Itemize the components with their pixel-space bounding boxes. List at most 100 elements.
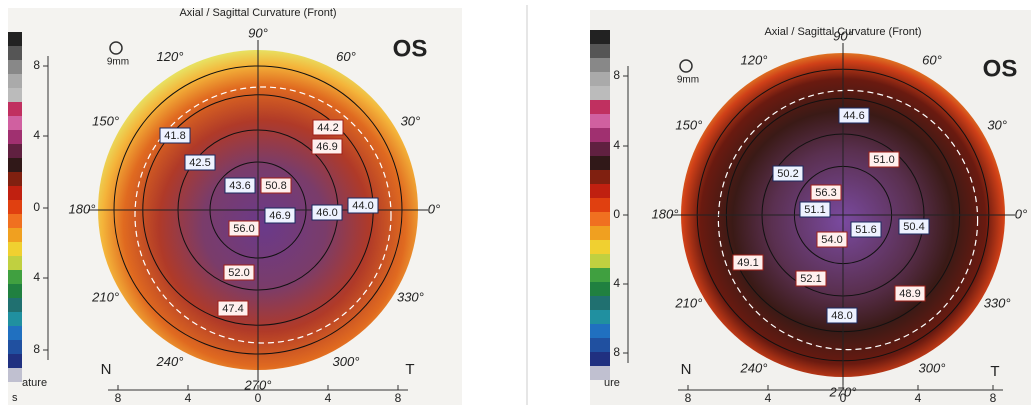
reading-value: 44.6 — [843, 110, 864, 122]
reading-value: 51.1 — [804, 204, 825, 216]
reading-value: 51.0 — [873, 154, 894, 166]
angle-label: 0° — [428, 201, 440, 216]
reading-value: 42.5 — [189, 157, 210, 169]
angle-label: 120° — [157, 49, 184, 64]
angle-label: 0° — [1015, 206, 1027, 221]
color-scale-swatch — [8, 60, 22, 74]
color-scale-swatch — [8, 32, 22, 46]
angle-label: 120° — [741, 52, 768, 67]
y-tick-label: 4 — [33, 128, 40, 142]
color-scale-swatch — [590, 142, 610, 156]
reading-value: 50.4 — [903, 221, 924, 233]
color-scale-swatch — [8, 340, 22, 354]
temporal-label: T — [990, 363, 999, 380]
color-scale-swatch — [590, 128, 610, 142]
color-scale-swatch — [590, 352, 610, 366]
angle-label: 180° — [69, 201, 96, 216]
x-tick-label: 8 — [115, 391, 122, 405]
color-scale-swatch — [590, 184, 610, 198]
map-title: Axial / Sagittal Curvature (Front) — [179, 7, 336, 19]
color-scale-swatch — [8, 228, 22, 242]
x-tick-label: 4 — [185, 391, 192, 405]
y-tick-label: 8 — [33, 58, 40, 72]
x-tick-label: 8 — [685, 391, 692, 405]
color-scale-swatch — [590, 282, 610, 296]
eye-label: OS — [393, 35, 428, 62]
reading-value: 41.8 — [164, 130, 185, 142]
color-scale-swatch — [8, 172, 22, 186]
color-scale-swatch — [590, 324, 610, 338]
angle-label: 210° — [91, 289, 119, 304]
color-scale-swatch — [590, 30, 610, 44]
reading-value: 44.0 — [352, 200, 373, 212]
angle-label: 150° — [675, 117, 702, 132]
angle-label: 30° — [401, 113, 421, 128]
color-scale-swatch — [590, 170, 610, 184]
color-scale-swatch — [8, 368, 22, 382]
color-scale-swatch — [8, 158, 22, 172]
reading-value: 54.0 — [821, 234, 842, 246]
y-tick-label: 4 — [33, 270, 40, 284]
reading-value: 49.1 — [737, 257, 758, 269]
color-scale-swatch — [8, 298, 22, 312]
y-tick-label: 8 — [33, 342, 40, 356]
color-scale-swatch — [590, 310, 610, 324]
screenshot: 90°60°30°0°330°300°270°240°210°180°150°1… — [0, 0, 1031, 405]
angle-label: 180° — [652, 206, 679, 221]
reading-value: 50.2 — [777, 168, 798, 180]
color-scale-swatch — [590, 226, 610, 240]
reading-value: 46.9 — [316, 141, 337, 153]
reading-value: 56.0 — [233, 223, 254, 235]
color-scale-swatch — [8, 242, 22, 256]
scale-label: 9mm — [107, 57, 129, 68]
nasal-label: N — [681, 361, 692, 378]
reading-value: 50.8 — [265, 180, 286, 192]
angle-label: 60° — [336, 49, 356, 64]
color-scale-swatch — [8, 326, 22, 340]
x-tick-label: 4 — [765, 391, 772, 405]
color-scale-swatch — [8, 312, 22, 326]
color-scale-swatch — [590, 212, 610, 226]
legend-fragment: s — [12, 392, 18, 404]
reading-value: 48.0 — [831, 310, 852, 322]
color-scale-swatch — [8, 130, 22, 144]
color-scale-swatch — [8, 116, 22, 130]
color-scale-swatch — [8, 354, 22, 368]
angle-label: 210° — [674, 295, 702, 310]
y-tick-label: 8 — [613, 68, 620, 82]
y-tick-label: 4 — [613, 276, 620, 290]
angle-label: 30° — [987, 117, 1007, 132]
legend-fragment: ure — [604, 377, 620, 389]
color-scale-swatch — [590, 100, 610, 114]
map-title: Axial / Sagittal Curvature (Front) — [764, 26, 921, 38]
x-tick-label: 8 — [990, 391, 997, 405]
angle-label: 300° — [333, 354, 360, 369]
nasal-label: N — [101, 361, 112, 378]
reading-value: 52.0 — [228, 267, 249, 279]
color-scale-swatch — [8, 46, 22, 60]
color-scale-swatch — [8, 88, 22, 102]
color-scale-swatch — [590, 86, 610, 100]
color-scale-swatch — [590, 114, 610, 128]
x-tick-label: 4 — [915, 391, 922, 405]
reading-value: 43.6 — [229, 180, 250, 192]
color-scale-swatch — [8, 284, 22, 298]
angle-label: 60° — [922, 52, 942, 67]
color-scale-swatch — [8, 74, 22, 88]
reading-value: 46.0 — [316, 207, 337, 219]
angle-label: 330° — [984, 295, 1011, 310]
angle-label: 240° — [740, 361, 768, 376]
angle-label: 90° — [248, 25, 268, 40]
angle-label: 300° — [919, 361, 946, 376]
color-scale-swatch — [590, 44, 610, 58]
color-scale-swatch — [590, 198, 610, 212]
x-tick-label: 0 — [255, 391, 262, 405]
angle-label: 330° — [397, 289, 424, 304]
color-scale-swatch — [590, 156, 610, 170]
reading-value: 52.1 — [800, 273, 821, 285]
color-scale-swatch — [590, 72, 610, 86]
color-scale-swatch — [590, 240, 610, 254]
reading-value: 48.9 — [899, 288, 920, 300]
scale-label: 9mm — [677, 75, 699, 86]
color-scale-swatch — [590, 254, 610, 268]
